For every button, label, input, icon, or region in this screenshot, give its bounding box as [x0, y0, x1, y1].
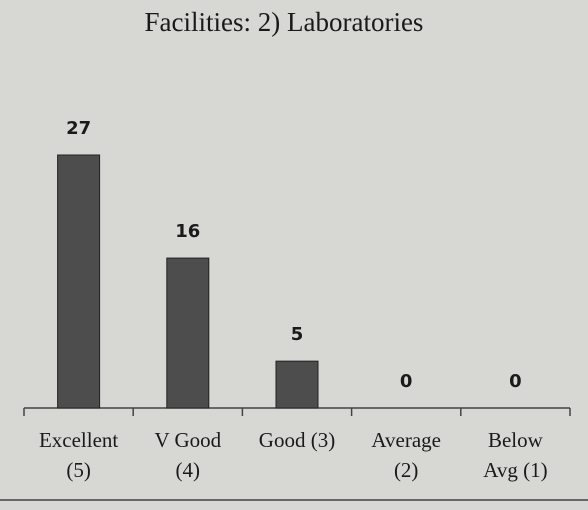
x-tick-label: (4): [176, 458, 201, 482]
x-tick-label: Good (3): [259, 428, 335, 452]
bar: [166, 257, 210, 409]
x-tick-label: Below: [488, 428, 544, 452]
data-label: 16: [175, 221, 200, 242]
bar: [275, 360, 319, 409]
x-tick-label: V Good: [154, 428, 221, 452]
x-tick-label: Excellent: [39, 428, 118, 452]
data-label: 0: [400, 371, 413, 392]
x-tick-label: (2): [394, 458, 419, 482]
data-label: 27: [66, 118, 91, 139]
data-label: 5: [291, 324, 304, 345]
x-tick-label: Average: [371, 428, 441, 452]
chart-title: Facilities: 2) Laboratories: [145, 7, 424, 37]
x-tick-label: (5): [66, 458, 91, 482]
bar: [57, 154, 101, 409]
x-tick-label: Avg (1): [483, 458, 547, 482]
data-label: 0: [509, 371, 522, 392]
